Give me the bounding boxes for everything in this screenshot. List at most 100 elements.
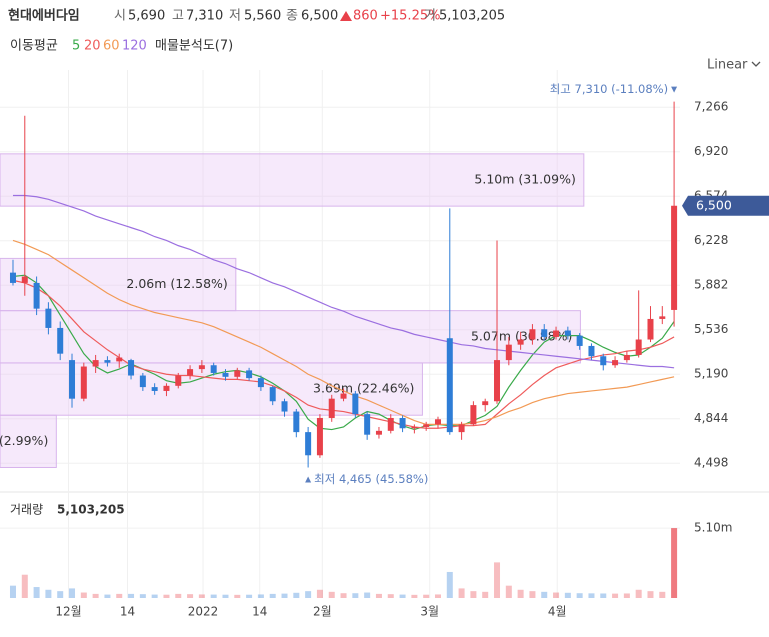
volume-bar [564, 592, 571, 598]
candle-body [458, 424, 465, 433]
candle-body [659, 316, 666, 319]
candle-body [328, 398, 335, 418]
candle-body [163, 385, 170, 391]
change-value: 860 [353, 9, 378, 24]
y-tick-label: 5.10m [694, 521, 732, 535]
moving-average-line [12, 279, 675, 429]
volume-bar [316, 589, 323, 598]
candle-body [45, 308, 52, 328]
indicator-title[interactable]: 이동평균 [10, 39, 58, 54]
high-marker-icon [671, 86, 678, 93]
candle-body [612, 360, 619, 366]
candle-body [647, 318, 654, 340]
volume-bar [364, 592, 371, 598]
candle-body [529, 329, 536, 340]
legend-entry: 60 [103, 39, 120, 54]
y-tick-label: 4,498 [694, 456, 728, 470]
volume-bar [470, 591, 477, 598]
x-tick-label: 3월 [420, 605, 439, 619]
profile-title[interactable]: 매물분석도(7) [155, 39, 233, 54]
candle-body [21, 276, 28, 283]
quote-key: 종 [286, 9, 298, 24]
candle-body [104, 360, 111, 363]
axis-labels: 4,4984,8445,1905,5365,8826,2286,5746,920… [10, 82, 769, 619]
y-tick-label: 6,228 [694, 233, 728, 247]
volume-bar [505, 585, 512, 598]
x-tick-label: 4월 [548, 605, 567, 619]
x-tick-label: 2월 [313, 605, 332, 619]
volume-key: 거 [424, 9, 436, 24]
candles [9, 101, 678, 468]
candle-body [92, 360, 99, 367]
volume-bar [576, 593, 583, 598]
grid [0, 70, 680, 598]
volume-bar [139, 594, 146, 598]
volume-bar [541, 591, 548, 598]
candle-body [69, 360, 76, 399]
candle-body [33, 282, 40, 309]
candle-body [340, 393, 347, 399]
volume-bar [659, 591, 666, 598]
candle-body [411, 426, 418, 429]
candle-body [576, 335, 583, 346]
y-tick-label: 6,920 [694, 144, 728, 158]
volume-bar [80, 592, 87, 598]
candle-body [482, 401, 489, 406]
volume-title: 거래량 [10, 503, 43, 517]
low-marker-icon [305, 476, 312, 483]
high-annotation: 최고 7,310 (-11.08%) [550, 82, 668, 96]
profile-band [0, 310, 581, 364]
profile-label: 5.10m (31.09%) [474, 171, 575, 186]
volume-bar [305, 591, 312, 598]
volume-bar [458, 588, 465, 598]
volume-bar [482, 591, 489, 598]
volume-bar [128, 593, 135, 598]
scale-mode[interactable]: Linear [707, 58, 748, 73]
price-tag [682, 195, 769, 216]
candle-body [588, 345, 595, 357]
candle-body [671, 205, 678, 310]
profile-label: 3.69m (22.46%) [313, 381, 414, 396]
legend-entry: 20 [84, 39, 101, 54]
x-tick-label: 14 [120, 605, 135, 619]
profile-label: 492k (2.99%) [0, 433, 48, 448]
volume-bar [163, 594, 170, 598]
low-annotation: 최저 4,465 (45.58%) [314, 472, 428, 486]
candle-body [387, 417, 394, 431]
candle-body [623, 354, 630, 361]
candle-body [364, 414, 371, 435]
volume-value: 5,103,205 [439, 9, 505, 24]
volume-bar [234, 594, 241, 598]
volume-bar [116, 593, 123, 598]
candle-body [316, 417, 323, 456]
candle-body [517, 339, 524, 345]
y-tick-label: 7,266 [694, 100, 728, 114]
volume-bar [45, 589, 52, 598]
volume-bar [623, 593, 630, 598]
moving-average-line [12, 274, 675, 431]
candle-body [635, 339, 642, 355]
volume-bar [375, 593, 382, 598]
candle-body [494, 360, 501, 402]
candle-body [128, 360, 135, 376]
y-tick-label: 5,882 [694, 278, 728, 292]
volume-bar [411, 594, 418, 598]
volume-bar [21, 574, 28, 598]
candle-body [541, 329, 548, 337]
volume-bar [9, 585, 16, 598]
dropdown-chevron[interactable] [751, 61, 761, 67]
candle-body [375, 430, 382, 435]
y-tick-label: 5,190 [694, 367, 728, 381]
volume-bar [33, 587, 40, 598]
candle-body [139, 375, 146, 388]
change-percent: +15.25% [380, 9, 440, 24]
candle-body [57, 327, 64, 354]
volume-bar [529, 591, 536, 598]
candle-body [269, 387, 276, 402]
volume-bar [281, 593, 288, 598]
volume-bar [222, 594, 229, 598]
candle-body [222, 372, 229, 377]
candle-body [210, 365, 217, 373]
volume-bar [246, 594, 253, 598]
